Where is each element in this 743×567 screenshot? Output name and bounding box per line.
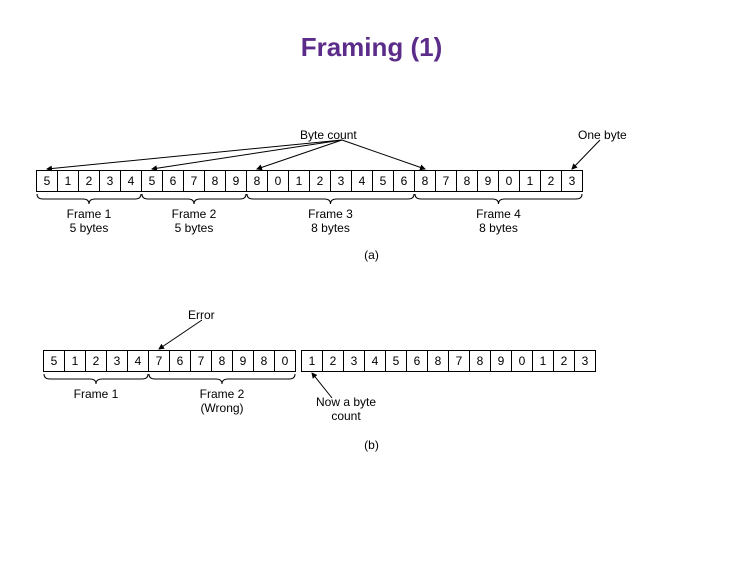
frame-label: (Wrong)	[200, 401, 243, 415]
caption-b: (b)	[0, 438, 743, 452]
frame-label: 5 bytes	[175, 221, 214, 235]
error-label: Error	[188, 308, 215, 322]
frame-label: Frame 2	[172, 207, 217, 221]
diagram-a-arrows: Frame 15 bytesFrame 25 bytesFrame 38 byt…	[0, 0, 743, 260]
frame-label: 5 bytes	[70, 221, 109, 235]
frame-label: Frame 1	[74, 387, 119, 401]
frame-label: Frame 2	[200, 387, 245, 401]
frame-label: Frame 3	[308, 207, 353, 221]
one-byte-label: One byte	[578, 128, 627, 142]
byte-count-label: Byte count	[300, 128, 357, 142]
now-byte-count-label: Now a bytecount	[316, 395, 376, 424]
frame-label: 8 bytes	[311, 221, 350, 235]
frame-label: Frame 1	[67, 207, 112, 221]
frame-label: 8 bytes	[479, 221, 518, 235]
frame-label: Frame 4	[476, 207, 521, 221]
